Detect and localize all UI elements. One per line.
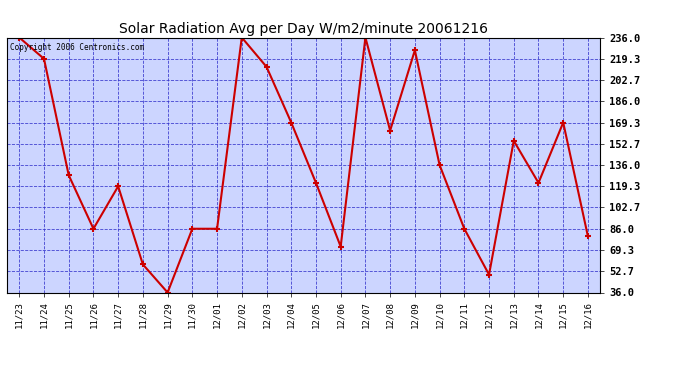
Title: Solar Radiation Avg per Day W/m2/minute 20061216: Solar Radiation Avg per Day W/m2/minute … [119, 22, 488, 36]
Text: Copyright 2006 Centronics.com: Copyright 2006 Centronics.com [10, 43, 144, 52]
